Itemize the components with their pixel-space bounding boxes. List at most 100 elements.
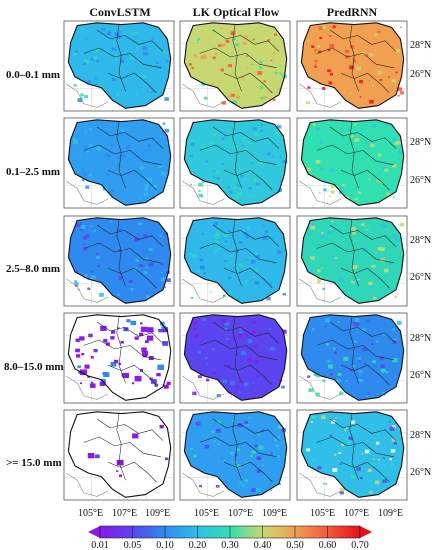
forecast-speck xyxy=(308,246,311,249)
forecast-speck xyxy=(389,458,392,461)
row-label-2: 2.5–8.0 mm xyxy=(6,263,60,275)
lat-label-28-row1: 28°N xyxy=(410,137,431,148)
forecast-speck xyxy=(353,422,355,425)
forecast-speck xyxy=(254,444,258,448)
forecast-speck xyxy=(358,360,361,362)
forecast-speck xyxy=(378,171,381,174)
forecast-speck xyxy=(225,39,230,43)
outer-boundary xyxy=(299,180,342,205)
forecast-speck xyxy=(212,372,216,375)
forecast-speck xyxy=(259,60,263,64)
forecast-speck xyxy=(238,263,243,268)
forecast-speck xyxy=(250,259,256,264)
forecast-speck xyxy=(142,354,148,358)
forecast-speck xyxy=(214,240,220,245)
forecast-speck xyxy=(147,199,150,201)
forecast-speck xyxy=(308,232,312,236)
forecast-speck xyxy=(345,427,348,429)
forecast-speck xyxy=(213,175,216,178)
forecast-speck xyxy=(236,268,239,271)
forecast-speck xyxy=(133,173,136,175)
forecast-speck xyxy=(345,437,349,441)
forecast-speck xyxy=(329,434,333,437)
forecast-speck xyxy=(86,150,90,153)
lat-label-26-row4: 26°N xyxy=(410,467,431,478)
forecast-speck xyxy=(340,129,344,132)
forecast-speck xyxy=(74,282,79,286)
forecast-speck xyxy=(192,391,197,395)
forecast-speck xyxy=(235,243,237,245)
county-boundary xyxy=(232,24,242,92)
forecast-speck xyxy=(306,167,312,172)
forecast-speck xyxy=(257,434,260,436)
forecast-speck xyxy=(151,90,154,93)
forecast-speck xyxy=(191,67,194,70)
region-boundary xyxy=(67,411,172,498)
forecast-speck xyxy=(343,356,349,361)
forecast-speck xyxy=(141,347,147,352)
forecast-speck xyxy=(136,47,139,49)
map-panel-r1-c2 xyxy=(296,117,408,209)
outer-boundary xyxy=(299,472,342,497)
forecast-speck xyxy=(235,250,238,253)
forecast-speck xyxy=(85,185,90,189)
forecast-speck xyxy=(216,177,220,180)
forecast-speck xyxy=(119,68,122,71)
forecast-speck xyxy=(259,86,264,89)
forecast-speck xyxy=(211,431,215,434)
county-boundary xyxy=(349,219,359,287)
forecast-speck xyxy=(314,65,317,68)
forecast-speck xyxy=(143,271,148,274)
forecast-speck xyxy=(363,362,367,365)
forecast-speck xyxy=(318,50,322,54)
forecast-speck xyxy=(266,296,271,301)
forecast-speck xyxy=(241,351,246,356)
forecast-speck xyxy=(354,340,357,343)
forecast-speck xyxy=(352,231,356,235)
longitude-labels: 105°E 107°E 109°E 105°E 107°E 109°E 105°… xyxy=(78,508,403,519)
forecast-speck xyxy=(161,272,163,274)
county-boundary xyxy=(199,242,277,264)
forecast-speck xyxy=(258,445,264,450)
forecast-speck xyxy=(81,353,85,356)
map-panel-r4-c1 xyxy=(179,409,291,501)
forecast-speck xyxy=(228,64,233,68)
outer-boundary xyxy=(66,375,109,400)
region-boundary xyxy=(183,217,288,304)
forecast-speck xyxy=(343,281,346,283)
county-boundary xyxy=(96,224,164,247)
forecast-speck xyxy=(128,279,133,283)
forecast-speck xyxy=(367,468,372,473)
forecast-speck xyxy=(125,63,128,65)
forecast-speck xyxy=(319,36,323,39)
forecast-speck xyxy=(77,365,81,369)
forecast-speck xyxy=(106,31,112,36)
forecast-speck xyxy=(396,320,402,325)
forecast-speck xyxy=(134,375,142,382)
forecast-speck xyxy=(250,455,253,458)
forecast-speck xyxy=(344,429,346,431)
county-boundary xyxy=(232,316,242,384)
county-boundary xyxy=(223,169,273,191)
forecast-speck xyxy=(279,65,282,67)
forecast-speck xyxy=(146,291,149,294)
forecast-speck xyxy=(263,96,267,99)
county-boundary xyxy=(83,242,161,264)
forecast-speck xyxy=(73,138,77,142)
forecast-speck xyxy=(391,184,394,186)
forecast-speck xyxy=(392,196,395,199)
forecast-speck xyxy=(73,53,78,57)
forecast-speck xyxy=(245,334,249,337)
forecast-speck xyxy=(83,62,87,65)
forecast-speck xyxy=(202,145,206,149)
forecast-speck xyxy=(262,464,265,467)
county-boundary xyxy=(223,364,273,386)
forecast-speck xyxy=(96,146,102,151)
forecast-speck xyxy=(335,417,338,419)
forecast-speck xyxy=(396,140,402,145)
forecast-speck xyxy=(210,82,214,85)
region-boundary xyxy=(183,22,288,109)
forecast-speck xyxy=(270,489,273,492)
county-boundary xyxy=(116,316,126,384)
forecast-speck xyxy=(228,230,231,233)
